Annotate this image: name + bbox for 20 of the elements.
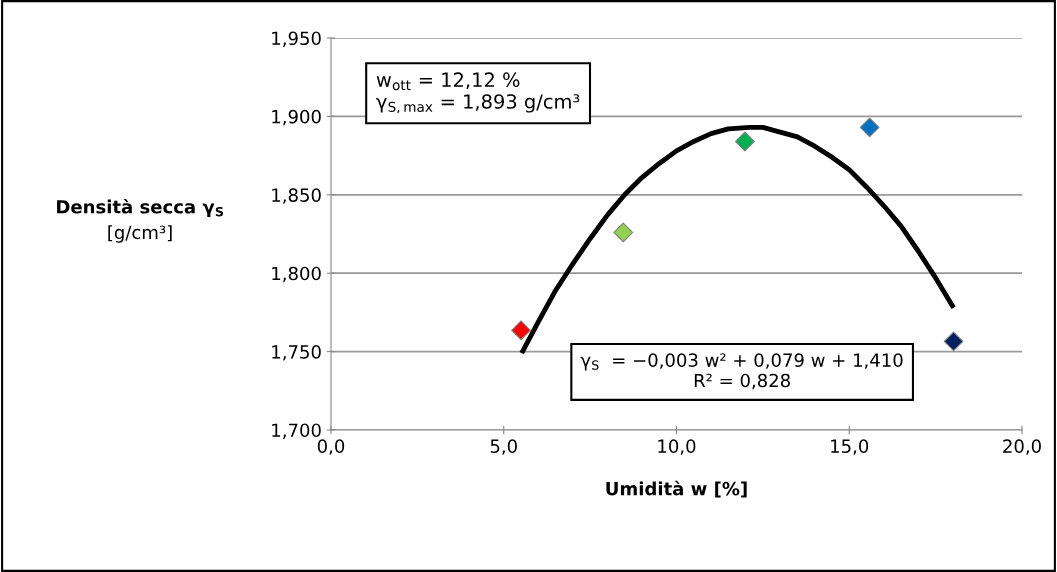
point <box>859 117 880 138</box>
point <box>511 320 531 341</box>
y-tick-label: 1,700 <box>272 423 321 439</box>
x-tick-label: 20,0 <box>1003 439 1041 455</box>
x-tick-label: 10,0 <box>658 439 696 455</box>
point <box>735 131 755 152</box>
y-tick-label: 1,800 <box>272 266 321 283</box>
text: Densità secca γ$_{S}$ [g/cm³] <box>57 198 224 243</box>
x-tick-label: 5,0 <box>490 439 517 455</box>
y-tick-label: 1,900 <box>272 109 321 126</box>
y-tick-label: 1,850 <box>272 188 321 204</box>
x-tick-label: 15,0 <box>831 439 869 455</box>
point <box>943 331 964 352</box>
x-tick-label: 0,0 <box>317 439 345 455</box>
y-tick-label: 1,750 <box>272 345 321 361</box>
point <box>613 222 634 243</box>
x-axis-title: Umidità w [%] <box>606 480 747 498</box>
text: w$_{ott}$ = 12,12 % γ$_{S,max}$ = 1,893 g/cm³ <box>376 72 580 114</box>
y-tick-label: 1,950 <box>272 31 321 47</box>
annotation: γ$_{S}$ = −0,003 w² + 0,079 w + 1,410 R² = 0,828 <box>580 353 903 390</box>
